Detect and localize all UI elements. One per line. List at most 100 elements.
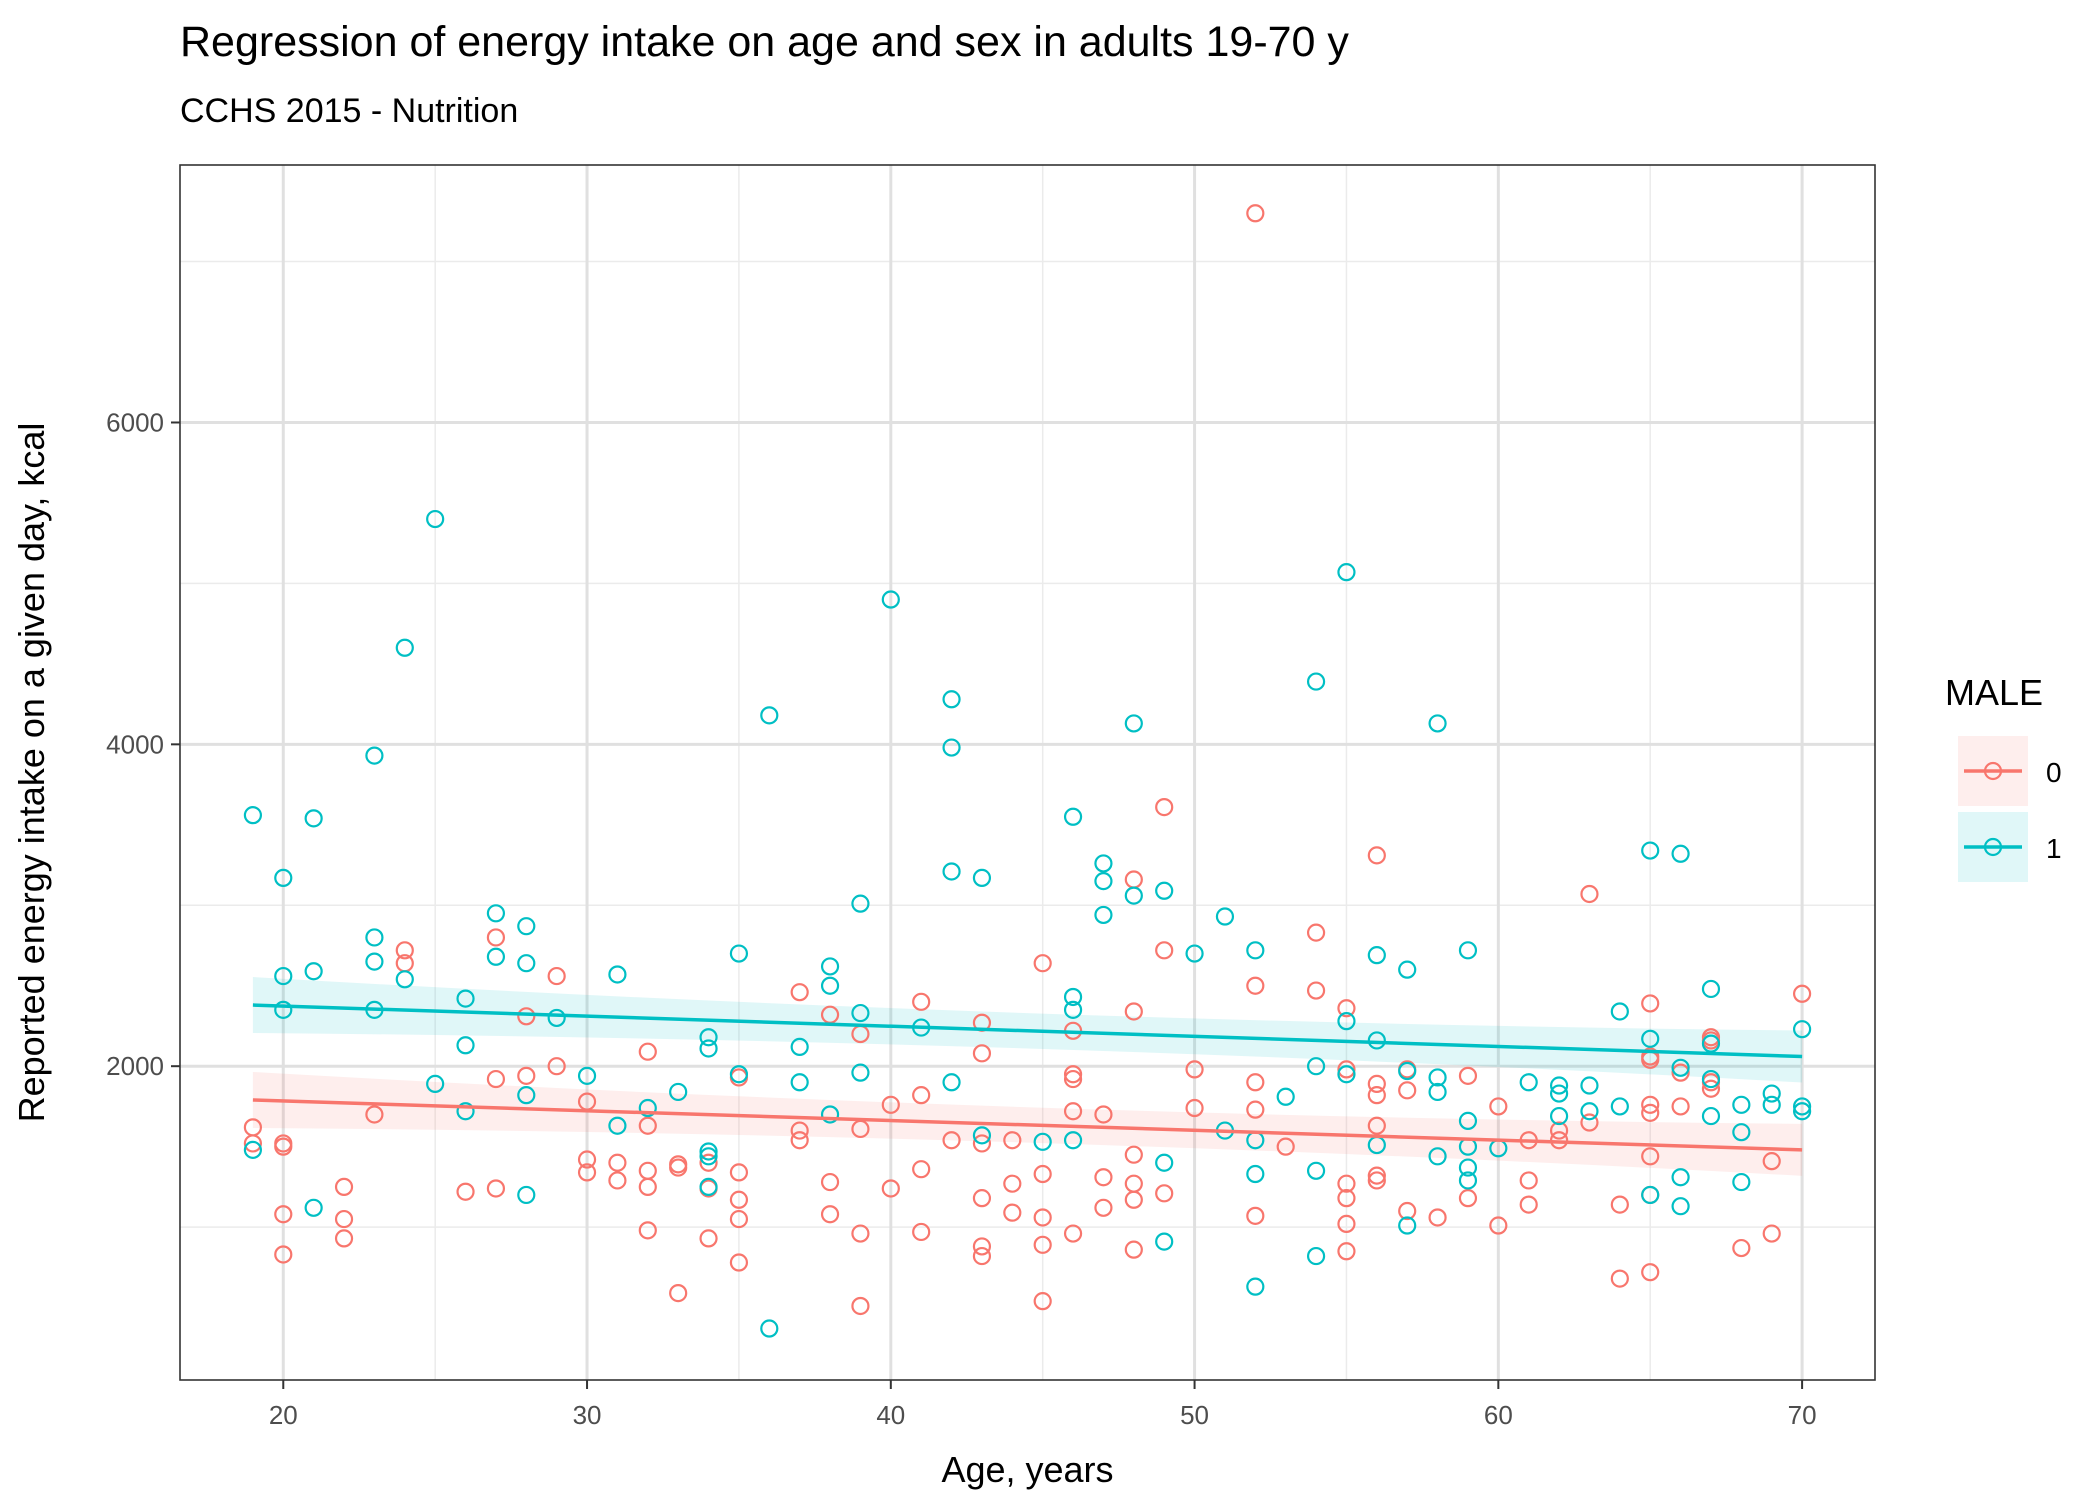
data-point-0 bbox=[1033, 1292, 1052, 1311]
data-point-0 bbox=[1094, 1198, 1113, 1217]
data-point-0 bbox=[1519, 1195, 1538, 1214]
data-point-1 bbox=[1246, 941, 1265, 960]
data-point-1 bbox=[1185, 944, 1204, 963]
data-point-0 bbox=[1246, 1073, 1265, 1092]
data-point-1 bbox=[1792, 1020, 1812, 1039]
y-tick-label: 6000 bbox=[106, 407, 164, 437]
data-point-1 bbox=[1610, 1002, 1629, 1021]
data-point-0 bbox=[1489, 1097, 1508, 1116]
data-point-0 bbox=[1641, 994, 1660, 1013]
data-points bbox=[243, 204, 1812, 1338]
data-point-1 bbox=[699, 1147, 718, 1166]
data-point-1 bbox=[274, 1000, 293, 1019]
x-axis: 20 30 40 50 60 70 bbox=[269, 1380, 1817, 1430]
data-point-0 bbox=[1033, 954, 1052, 973]
data-point-0 bbox=[1155, 797, 1174, 817]
data-point-1 bbox=[972, 1126, 992, 1145]
data-point-1 bbox=[1549, 1076, 1569, 1095]
data-point-1 bbox=[820, 957, 840, 976]
data-point-1 bbox=[1641, 1029, 1660, 1048]
data-point-1 bbox=[1155, 881, 1174, 900]
data-point-0 bbox=[1641, 1095, 1660, 1114]
data-point-0 bbox=[1155, 1184, 1174, 1203]
data-point-1 bbox=[1580, 1102, 1599, 1121]
data-point-1 bbox=[426, 509, 445, 529]
data-point-1 bbox=[1701, 1069, 1721, 1089]
data-point-1 bbox=[699, 1028, 718, 1047]
data-point-1 bbox=[1276, 1087, 1295, 1106]
data-point-0 bbox=[1732, 1238, 1751, 1258]
data-point-0 bbox=[334, 1209, 354, 1229]
data-point-1 bbox=[1792, 1102, 1812, 1121]
data-point-0 bbox=[912, 992, 931, 1011]
legend-point-0 bbox=[1983, 761, 2003, 781]
data-point-0 bbox=[790, 1121, 809, 1140]
regression-lines bbox=[252, 1003, 1803, 1152]
data-point-0 bbox=[1458, 1066, 1478, 1085]
data-point-1 bbox=[851, 894, 870, 913]
regression-line-1 bbox=[252, 1003, 1803, 1059]
data-point-1 bbox=[304, 1198, 323, 1217]
legend: MALE 0 1 bbox=[1945, 672, 2062, 882]
data-point-0 bbox=[1246, 1206, 1265, 1225]
data-point-1 bbox=[1398, 1061, 1417, 1081]
data-point-1 bbox=[760, 1319, 779, 1338]
data-point-1 bbox=[699, 1177, 718, 1196]
data-point-1 bbox=[1671, 844, 1690, 863]
data-point-1 bbox=[881, 590, 900, 609]
data-point-1 bbox=[851, 1063, 870, 1082]
data-point-0 bbox=[638, 1042, 657, 1061]
data-point-0 bbox=[334, 1177, 354, 1196]
data-point-1 bbox=[1124, 886, 1143, 905]
data-point-0 bbox=[456, 1182, 475, 1201]
data-point-1 bbox=[820, 1105, 840, 1124]
data-point-0 bbox=[912, 1222, 931, 1242]
data-point-1 bbox=[942, 1073, 961, 1092]
x-tick-label: 40 bbox=[876, 1400, 905, 1430]
data-point-0 bbox=[638, 1221, 657, 1240]
data-point-0 bbox=[1367, 1171, 1386, 1190]
y-axis-title: Reported energy intake on a given day, k… bbox=[11, 423, 52, 1123]
data-point-1 bbox=[517, 917, 536, 936]
y-tick-label: 4000 bbox=[106, 729, 164, 759]
data-point-1 bbox=[1701, 979, 1721, 999]
data-point-1 bbox=[1337, 1012, 1356, 1031]
data-point-1 bbox=[1732, 1095, 1751, 1114]
data-point-1 bbox=[517, 954, 536, 973]
data-point-1 bbox=[1428, 1082, 1447, 1102]
data-point-0 bbox=[1519, 1171, 1538, 1190]
data-point-0 bbox=[1185, 1098, 1204, 1118]
x-tick-label: 70 bbox=[1788, 1400, 1817, 1430]
x-tick-label: 30 bbox=[573, 1400, 602, 1430]
data-point-1 bbox=[972, 868, 992, 888]
x-tick-label: 60 bbox=[1484, 1400, 1513, 1430]
data-point-1 bbox=[1094, 854, 1113, 873]
data-point-1 bbox=[243, 1140, 263, 1159]
data-point-0 bbox=[243, 1134, 263, 1153]
data-point-1 bbox=[942, 862, 961, 881]
data-point-1 bbox=[851, 1003, 870, 1023]
data-point-1 bbox=[1732, 1123, 1751, 1142]
data-point-0 bbox=[1367, 1086, 1386, 1105]
data-point-1 bbox=[1762, 1084, 1781, 1103]
data-point-0 bbox=[1094, 1105, 1113, 1124]
data-point-0 bbox=[1063, 1102, 1083, 1121]
data-point-0 bbox=[669, 1155, 688, 1174]
data-point-0 bbox=[577, 1163, 597, 1182]
data-point-0 bbox=[1003, 1203, 1022, 1222]
data-point-1 bbox=[456, 1036, 475, 1055]
data-point-0 bbox=[638, 1177, 657, 1196]
data-point-1 bbox=[274, 966, 293, 986]
data-point-1 bbox=[1033, 1132, 1052, 1151]
data-point-1 bbox=[1337, 1065, 1356, 1084]
data-point-0 bbox=[486, 1179, 506, 1198]
data-point-1 bbox=[274, 868, 293, 888]
data-point-0 bbox=[1063, 1065, 1083, 1084]
data-point-0 bbox=[729, 1209, 749, 1229]
data-point-0 bbox=[1792, 984, 1812, 1003]
data-point-0 bbox=[1003, 1174, 1022, 1193]
data-point-1 bbox=[1549, 1106, 1569, 1126]
data-point-1 bbox=[608, 965, 627, 984]
data-point-1 bbox=[395, 638, 414, 657]
